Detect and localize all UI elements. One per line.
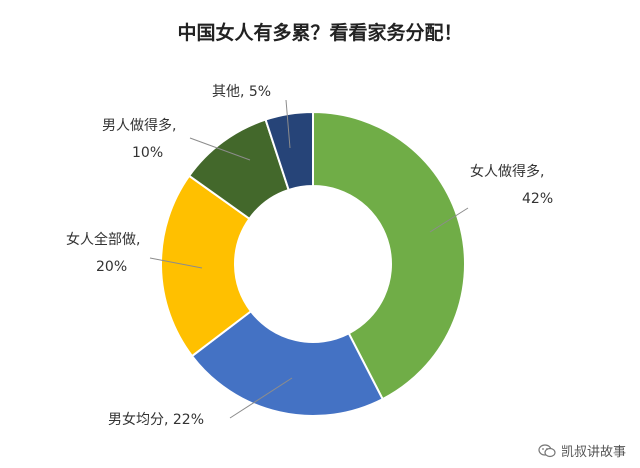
donut-slice-1 xyxy=(312,110,466,401)
leader-line-5 xyxy=(285,99,291,149)
slice-label-4: 男人做得多, 10% xyxy=(102,117,176,161)
donut-slice-3 xyxy=(160,174,253,358)
slice-label-3: 女人全部做, 20% xyxy=(66,231,140,275)
slice-label-2: 男女均分, 22% xyxy=(108,411,204,428)
watermark: 凯叔讲故事 xyxy=(538,441,626,460)
slice-label-1: 女人做得多, 42% xyxy=(470,163,553,207)
leader-line-3 xyxy=(149,257,203,269)
leader-line-4 xyxy=(189,137,251,161)
watermark-text: 凯叔讲故事 xyxy=(560,445,626,460)
leader-line-2 xyxy=(229,377,293,419)
donut-slice-5 xyxy=(264,110,314,192)
wechat-icon xyxy=(538,443,556,458)
leader-line-1 xyxy=(429,207,469,233)
chart-title: 中国女人有多累？看看家务分配！ xyxy=(177,22,463,44)
donut-slice-2 xyxy=(190,309,384,417)
slice-label-5: 其他, 5% xyxy=(212,84,271,100)
